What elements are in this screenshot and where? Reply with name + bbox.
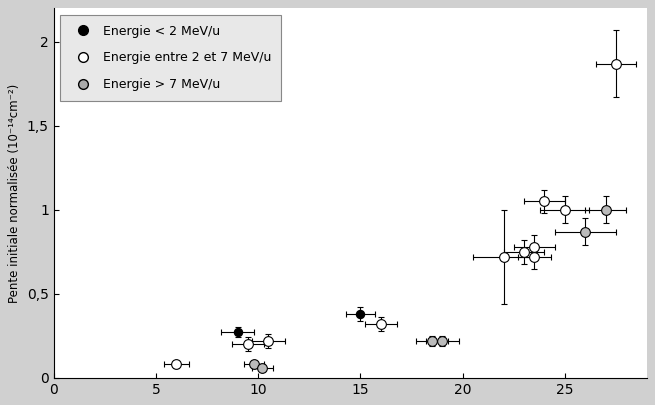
Legend: Energie < 2 MeV/u, Energie entre 2 et 7 MeV/u, Energie > 7 MeV/u: Energie < 2 MeV/u, Energie entre 2 et 7 … bbox=[60, 15, 281, 101]
Y-axis label: Pente initiale normalisée (10⁻¹⁴cm⁻²): Pente initiale normalisée (10⁻¹⁴cm⁻²) bbox=[9, 83, 22, 303]
